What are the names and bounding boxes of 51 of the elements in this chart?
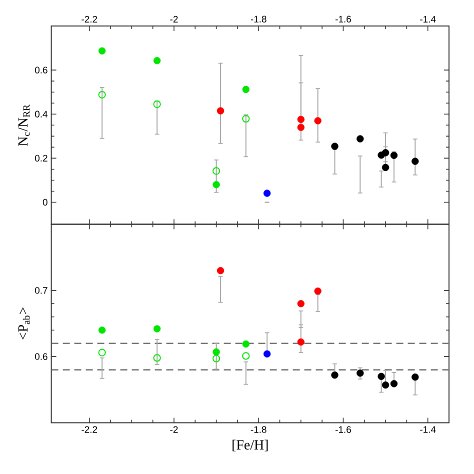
point bbox=[356, 370, 364, 377]
point bbox=[382, 164, 390, 172]
x-tick-label: -2.2 bbox=[82, 426, 98, 433]
point bbox=[98, 47, 106, 55]
point bbox=[297, 116, 305, 124]
y-tick-label: 0.2 bbox=[35, 154, 48, 162]
point bbox=[390, 380, 398, 388]
y-tick-label: 0 bbox=[42, 198, 48, 206]
point bbox=[356, 135, 364, 142]
point bbox=[98, 90, 106, 99]
point bbox=[412, 158, 419, 165]
x-tick-label: -2.2 bbox=[82, 16, 98, 22]
point bbox=[263, 190, 271, 197]
point bbox=[98, 326, 106, 334]
x-axis-title: [Fe/H] bbox=[232, 440, 268, 452]
x-tick-label: -1.4 bbox=[420, 16, 436, 22]
point bbox=[212, 181, 220, 188]
point bbox=[314, 117, 322, 124]
point bbox=[153, 325, 161, 332]
x-tick-label: -1.8 bbox=[250, 426, 266, 433]
point bbox=[153, 57, 161, 64]
point bbox=[382, 149, 390, 156]
point bbox=[263, 350, 271, 358]
y-tick-label: 0.6 bbox=[35, 353, 48, 360]
y-tick-label: 0.7 bbox=[35, 287, 48, 294]
point bbox=[212, 167, 220, 175]
y-axis-title: N$_{c}$/N$_{RR}$ bbox=[18, 104, 30, 146]
point bbox=[378, 372, 385, 380]
x-tick-label: -1.4 bbox=[420, 426, 436, 433]
point bbox=[242, 86, 250, 94]
point bbox=[153, 354, 161, 362]
point bbox=[297, 124, 305, 131]
point bbox=[382, 381, 390, 389]
y-tick-label: 0.6 bbox=[35, 66, 48, 74]
point bbox=[297, 300, 305, 308]
point bbox=[216, 107, 224, 114]
point bbox=[212, 354, 220, 362]
point bbox=[297, 338, 305, 346]
point bbox=[242, 352, 250, 360]
x-tick-label: -1.8 bbox=[250, 16, 266, 22]
point bbox=[212, 348, 220, 356]
point bbox=[216, 266, 224, 274]
x-tick-label: -2 bbox=[170, 16, 178, 22]
x-tick-label: -2 bbox=[170, 426, 178, 433]
y-axis-title: <P$_{ab}$> bbox=[18, 308, 30, 340]
point bbox=[331, 371, 338, 379]
x-tick-label: -1.6 bbox=[336, 426, 351, 433]
x-tick-label: -1.6 bbox=[335, 16, 351, 22]
point bbox=[242, 340, 250, 348]
point bbox=[412, 373, 419, 381]
y-tick-label: 0.4 bbox=[35, 110, 48, 118]
